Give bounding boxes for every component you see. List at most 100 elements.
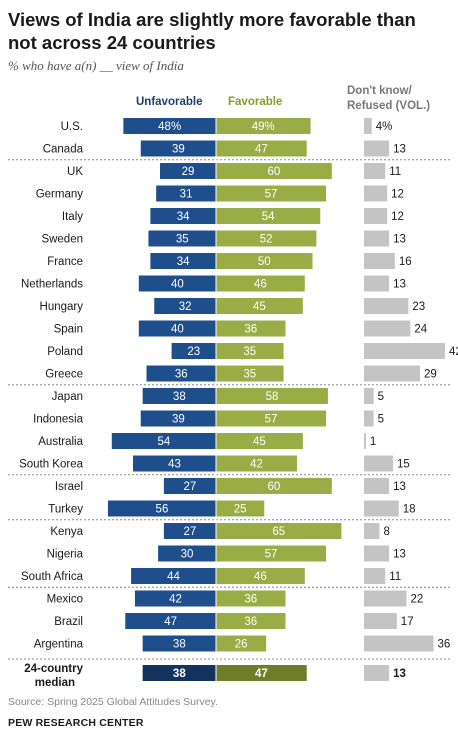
favorable-bar	[216, 433, 303, 449]
favorable-header: Favorable	[228, 96, 283, 108]
unfavorable-bar	[138, 275, 216, 292]
dont-know-value-label: 13	[393, 481, 406, 493]
unfavorable-bar	[163, 523, 216, 539]
unfavorable-bar	[131, 568, 216, 584]
dont-know-value-label: 12	[391, 189, 404, 201]
unfavorable-value-label: 42	[169, 594, 182, 606]
median-unfavorable-value-label: 38	[173, 668, 186, 680]
dont-know-value-label: 8	[383, 526, 389, 538]
country-label: Hungary	[40, 301, 84, 313]
dont-know-value-label: 13	[393, 549, 406, 561]
country-label: Brazil	[54, 616, 83, 628]
favorable-bar	[216, 208, 321, 224]
favorable-bar	[216, 118, 311, 134]
dont-know-bar	[364, 433, 366, 449]
country-label: Canada	[43, 144, 84, 156]
dont-know-bar	[364, 478, 390, 494]
median-dont-know-bar	[364, 665, 390, 681]
favorable-bar	[216, 365, 284, 382]
country-label: Israel	[55, 481, 83, 493]
median-favorable-value-label: 47	[255, 668, 268, 680]
unfavorable-bar	[146, 365, 216, 382]
favorable-bar	[216, 568, 305, 584]
favorable-value-label: 54	[262, 211, 275, 223]
favorable-bar	[216, 343, 284, 359]
dont-know-value-label: 11	[389, 571, 401, 583]
unfavorable-value-label: 35	[176, 234, 189, 246]
unfavorable-value-label: 40	[171, 279, 184, 291]
unfavorable-value-label: 32	[179, 301, 192, 313]
country-label: Germany	[36, 189, 84, 201]
dont-know-bar	[364, 298, 409, 314]
favorable-value-label: 45	[253, 301, 266, 313]
unfavorable-value-label: 48%	[158, 121, 181, 133]
dont-know-bar	[364, 523, 380, 539]
dont-know-bar	[364, 590, 407, 607]
country-label: Nigeria	[47, 549, 84, 561]
unfavorable-bar	[171, 343, 216, 359]
source-note: Source: Spring 2025 Global Attitudes Sur…	[8, 696, 218, 708]
unfavorable-value-label: 54	[157, 436, 170, 448]
median-label-line1: 24-country	[24, 663, 83, 675]
unfavorable-value-label: 27	[184, 481, 197, 493]
country-label: Spain	[54, 324, 83, 336]
unfavorable-value-label: 38	[173, 391, 186, 403]
country-label: Australia	[38, 436, 83, 448]
unfavorable-bar	[140, 410, 216, 427]
favorable-bar	[216, 590, 286, 607]
dont-know-value-label: 24	[414, 324, 427, 336]
favorable-value-label: 52	[260, 234, 273, 246]
unfavorable-bar	[160, 163, 216, 179]
favorable-value-label: 46	[254, 279, 267, 291]
favorable-bar	[216, 275, 305, 292]
favorable-value-label: 50	[258, 256, 271, 268]
dont-know-bar	[364, 410, 374, 427]
dont-know-bar	[364, 545, 390, 562]
dont-know-bar	[364, 140, 390, 157]
dont-know-bar	[364, 163, 386, 179]
dont-know-bar	[364, 365, 420, 382]
favorable-bar	[216, 478, 332, 494]
unfavorable-value-label: 39	[172, 414, 185, 426]
favorable-bar	[216, 185, 327, 202]
dont-know-value-label: 4%	[376, 121, 393, 133]
country-label: Japan	[52, 391, 83, 403]
favorable-value-label: 65	[272, 526, 285, 538]
dont-know-bar	[364, 455, 393, 472]
favorable-bar	[216, 545, 327, 562]
favorable-bar	[216, 230, 317, 247]
dont-know-bar	[364, 568, 386, 584]
dont-know-value-label: 5	[378, 414, 384, 426]
favorable-value-label: 36	[244, 324, 257, 336]
unfavorable-bar	[123, 118, 216, 134]
country-label: Turkey	[48, 504, 83, 516]
favorable-value-label: 46	[254, 571, 267, 583]
favorable-bar	[216, 523, 342, 539]
dont-know-bar	[364, 275, 390, 292]
dont-know-value-label: 13	[393, 144, 406, 156]
unfavorable-value-label: 30	[181, 549, 194, 561]
favorable-bar	[216, 298, 303, 314]
dont-know-value-label: 13	[393, 234, 406, 246]
dont-know-value-label: 23	[412, 301, 425, 313]
unfavorable-value-label: 56	[156, 504, 169, 516]
country-label: Mexico	[47, 594, 83, 606]
country-label: South Africa	[21, 571, 84, 583]
favorable-bar	[216, 163, 332, 179]
unfavorable-bar	[148, 230, 216, 247]
country-label: Poland	[47, 346, 83, 358]
dont-know-bar	[364, 118, 372, 134]
unfavorable-header: Unfavorable	[136, 96, 203, 108]
unfavorable-value-label: 27	[184, 526, 197, 538]
favorable-value-label: 45	[253, 436, 266, 448]
dont-know-value-label: 12	[391, 211, 404, 223]
unfavorable-bar	[154, 298, 216, 314]
favorable-value-label: 57	[265, 189, 278, 201]
favorable-value-label: 57	[265, 549, 278, 561]
unfavorable-bar	[163, 478, 216, 494]
unfavorable-value-label: 43	[168, 459, 181, 471]
favorable-value-label: 35	[243, 369, 256, 381]
unfavorable-bar	[142, 635, 216, 652]
dont-know-value-label: 15	[397, 459, 410, 471]
